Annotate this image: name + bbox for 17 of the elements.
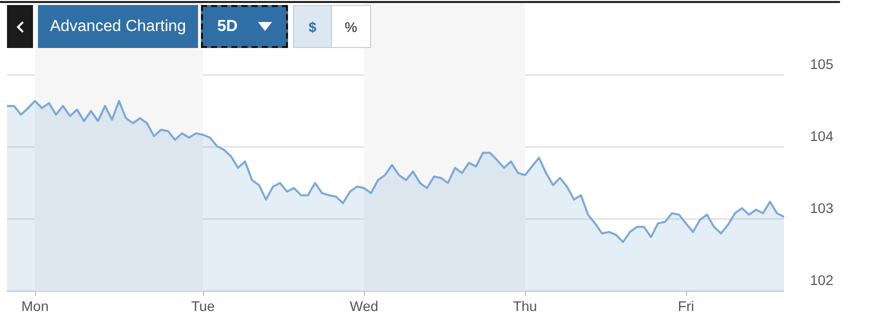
annotation: Advanced Charting [50,18,186,36]
annotation: % [344,18,358,34]
y-tick-label: 103 [810,200,834,216]
charting-button: Advanced Charting [38,5,198,48]
period-dropdown: 5D [201,5,288,48]
x-tick-label: Mon [21,298,49,314]
annotation: 5D [217,18,238,36]
y-tick-label: 105 [810,56,834,72]
percent-button: % [332,5,371,48]
x-tick-label: Tue [191,298,216,314]
y-tick-label: 102 [810,272,834,288]
x-tick-label: Thu [512,298,538,314]
x-tick-label: Fri [678,298,694,314]
dollar-button: $ [293,5,332,48]
x-tick-label: Wed [350,298,378,314]
y-tick-label: 104 [810,128,834,144]
annotation: $ [308,18,316,34]
